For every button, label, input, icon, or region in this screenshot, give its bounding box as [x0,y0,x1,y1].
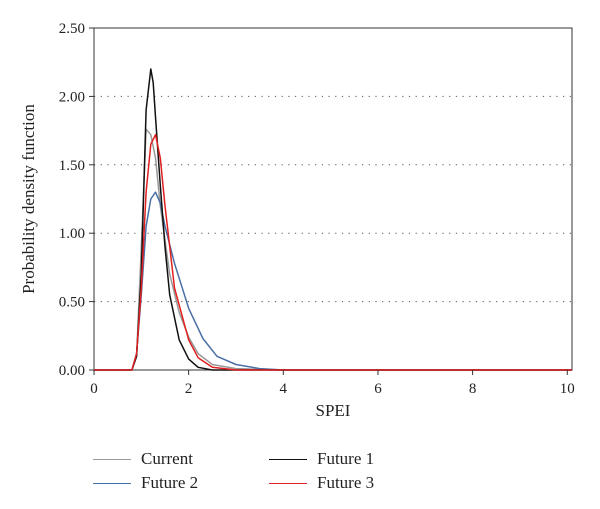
plot-frame [93,27,573,371]
series-line-future-1 [94,68,572,371]
legend-item-future-2: Future 2 [93,472,198,494]
grid-lines [94,95,572,303]
y-tick-label-3: 1.50 [59,158,85,174]
legend-label-future-1: Future 1 [317,449,375,468]
legend-swatch-future-2 [93,482,131,484]
legend-swatch-current [93,458,131,460]
series-line-future-2 [94,191,572,371]
x-tick-label-2: 4 [280,381,288,397]
x-axis-title: SPEI [316,401,351,420]
y-tick-label-5: 2.50 [59,21,85,37]
y-tick-label-4: 2.00 [59,89,85,105]
legend-label-current: Current [141,449,193,468]
legend-swatch-future-3 [269,482,307,484]
x-tick-label-0: 0 [90,381,98,397]
y-tick-label-2: 1.00 [59,226,85,242]
legend-label-future-2: Future 2 [141,473,199,492]
x-tick-label-1: 2 [185,381,193,397]
series-lines [94,68,572,371]
legend-label-future-3: Future 3 [317,473,375,492]
x-tick-label-5: 10 [560,381,575,397]
y-axis-title: Probability density function [19,104,38,294]
legend-item-future-3: Future 3 [269,472,374,494]
legend-item-current: Current [93,448,193,470]
x-tick-label-3: 6 [374,381,382,397]
legend-item-future-1: Future 1 [269,448,374,470]
y-tick-label-1: 0.50 [59,295,85,311]
axis-ticks: 0.00 0.50 1.00 1.50 2.00 2.50 0 2 4 6 8 10 [59,21,575,397]
legend: Current Future 1 Future 2 Future 3 [93,448,413,498]
y-tick-label-0: 0.00 [59,363,85,379]
series-line-future-3 [94,133,572,371]
legend-swatch-future-1 [269,458,307,460]
x-tick-label-4: 8 [469,381,477,397]
